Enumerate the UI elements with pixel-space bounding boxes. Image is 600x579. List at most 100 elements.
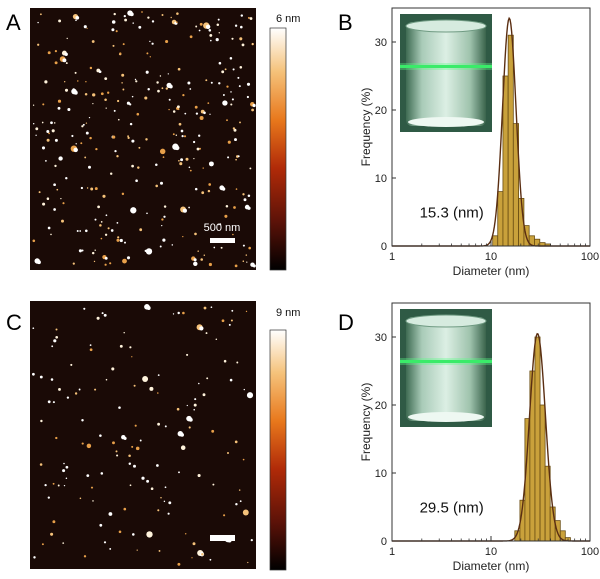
afm-particle [52,482,55,485]
afm-particle [89,66,93,70]
afm-particle [100,472,104,475]
afm-particle [135,80,138,83]
afm-particle [107,91,110,94]
afm-particle [84,156,87,159]
afm-particle [229,57,233,60]
afm-particle [212,483,215,486]
afm-particle [92,103,94,105]
afm-particle [47,226,51,230]
afm-particle [135,446,140,451]
afm-particle [172,133,175,136]
afm-particle [159,148,166,155]
afm-particle [246,82,251,86]
afm-particle [193,258,197,262]
afm-particle [199,116,204,120]
afm-particle [198,134,201,137]
afm-particle [39,375,43,379]
afm-particle [75,19,77,22]
afm-particle [232,127,236,130]
afm-particle [180,433,185,437]
afm-particle [188,206,190,209]
afm-particle [104,256,108,260]
afm-particle [82,123,85,126]
afm-particle [182,93,185,97]
afm-particle [199,326,204,331]
afm-particle [81,249,84,252]
afm-particle [175,21,178,24]
colorbar-a [269,27,287,271]
afm-particle [149,386,154,391]
afm-particle [193,157,195,160]
afm-particle [215,38,219,42]
afm-particle [238,489,241,491]
afm-particle [42,103,45,106]
afm-particle [170,16,172,19]
afm-particle [109,172,113,175]
afm-particle [73,90,78,95]
afm-particle [112,135,116,139]
afm-particle [42,202,46,206]
afm-particle [41,543,44,546]
y-axis-label: Frequency (%) [359,383,373,462]
y-tick-label: 30 [375,332,387,344]
afm-particle [179,162,183,166]
afm-particle [146,306,151,310]
scalebar-a [210,238,235,243]
afm-particle [88,116,91,119]
panel-c-label: C [6,310,22,335]
afm-particle [40,419,43,423]
afm-particle [149,40,151,43]
afm-particle [185,157,189,161]
afm-particle [133,464,136,468]
afm-particle [99,434,102,437]
afm-particle [161,87,164,90]
afm-particle [233,206,236,209]
afm-particle [94,218,97,221]
afm-particle [139,228,143,232]
afm-particle [41,146,46,150]
y-tick-label: 10 [375,468,387,480]
afm-particle [63,462,65,465]
afm-particle [64,81,66,83]
afm-particle [189,35,193,39]
afm-particle [117,118,120,121]
afm-particle [134,78,137,81]
afm-particle [221,187,226,191]
afm-particle [220,246,223,249]
afm-particle [197,473,201,478]
afm-particle [53,339,57,343]
afm-particle [91,40,95,43]
afm-particle [224,214,228,218]
y-axis-label: Frequency (%) [359,88,373,167]
afm-particle [121,192,125,196]
afm-particle [172,313,175,315]
afm-particle [61,219,64,223]
afm-particle [131,445,134,448]
histogram-bar [507,34,514,247]
afm-particle [111,367,115,371]
afm-particle [105,378,108,381]
afm-particle [100,237,103,240]
afm-particle [86,443,92,449]
afm-particle [142,376,149,382]
afm-particle [85,229,88,233]
afm-particle [246,261,248,263]
afm-particle [133,384,136,387]
afm-particle [116,222,119,224]
afm-particle [85,81,87,83]
afm-particle [167,73,169,75]
afm-particle [175,134,178,137]
afm-particle [231,309,234,312]
afm-particle [85,131,89,135]
afm-particle [160,496,162,499]
afm-particle [83,555,87,558]
afm-particle [226,119,228,122]
y-tick-label: 20 [375,105,387,117]
cuvette-base [408,412,484,422]
afm-particle [128,454,131,458]
afm-particle [130,207,137,214]
histogram-d: 0 10 20 30 1 10 100 Diameter (nm) Frequency (%) 2… [359,302,599,573]
afm-particle [81,418,84,422]
afm-particle [194,398,197,401]
afm-particle [44,483,47,487]
